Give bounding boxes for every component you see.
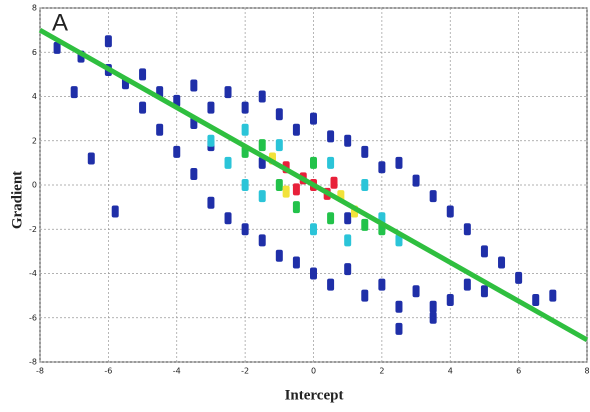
point xyxy=(207,101,215,114)
point xyxy=(310,156,317,169)
x-tick-label: -2 xyxy=(241,367,249,376)
point xyxy=(480,285,488,298)
point xyxy=(395,300,403,313)
point xyxy=(395,156,403,169)
point xyxy=(344,263,352,276)
y-tick-label: -4 xyxy=(29,269,37,278)
point xyxy=(224,156,232,169)
point xyxy=(378,278,386,291)
point xyxy=(275,249,283,262)
point xyxy=(412,174,420,187)
point xyxy=(515,271,523,284)
point xyxy=(327,278,335,291)
point xyxy=(532,294,540,307)
point xyxy=(344,134,352,147)
point xyxy=(446,294,454,307)
point xyxy=(275,108,283,121)
x-tick-label: 0 xyxy=(311,367,316,376)
panel-label: A xyxy=(52,9,68,36)
point xyxy=(241,179,249,191)
point xyxy=(344,234,352,247)
point xyxy=(327,156,335,169)
point xyxy=(395,234,403,247)
point xyxy=(207,196,215,209)
point xyxy=(429,190,437,203)
point xyxy=(429,311,437,324)
point xyxy=(111,205,119,218)
x-tick-label: 6 xyxy=(516,367,521,376)
y-tick-label: -8 xyxy=(29,358,37,367)
point xyxy=(241,101,249,114)
point xyxy=(361,289,369,302)
point xyxy=(327,212,335,225)
point xyxy=(190,167,198,180)
point xyxy=(190,79,198,92)
y-tick-label: 6 xyxy=(32,48,37,57)
point xyxy=(139,101,147,114)
point xyxy=(378,161,386,174)
point xyxy=(330,176,338,189)
point xyxy=(258,156,266,169)
x-tick-label: -6 xyxy=(104,367,112,376)
point xyxy=(292,183,300,196)
x-axis-label: Intercept xyxy=(285,387,344,403)
point xyxy=(258,90,266,103)
x-tick-label: 4 xyxy=(448,367,453,376)
point xyxy=(139,68,147,81)
point xyxy=(498,256,506,269)
point xyxy=(87,152,95,165)
point xyxy=(395,322,403,335)
point xyxy=(310,112,317,125)
point xyxy=(104,35,112,48)
point xyxy=(156,123,164,136)
point xyxy=(361,218,369,231)
y-tick-label: 0 xyxy=(32,181,37,190)
point xyxy=(207,134,215,147)
point xyxy=(480,245,488,258)
y-tick-label: -6 xyxy=(29,313,37,322)
point xyxy=(53,41,61,54)
point xyxy=(292,256,300,269)
point xyxy=(327,130,335,143)
y-tick-label: 4 xyxy=(32,92,37,101)
point xyxy=(241,123,249,136)
y-axis-label: Gradient xyxy=(9,171,25,229)
point xyxy=(292,201,300,214)
point xyxy=(173,145,181,158)
point xyxy=(310,267,317,280)
point xyxy=(258,234,266,247)
x-tick-label: -8 xyxy=(36,367,44,376)
point xyxy=(344,212,352,225)
point xyxy=(549,289,557,302)
y-tick-label: -2 xyxy=(29,225,37,234)
y-tick-label: 8 xyxy=(32,4,37,13)
fit-line xyxy=(38,27,589,343)
point xyxy=(429,300,437,313)
point xyxy=(412,285,420,298)
point xyxy=(258,139,266,152)
x-tick-label: 8 xyxy=(584,367,589,376)
point xyxy=(70,86,78,99)
point xyxy=(258,190,266,203)
point xyxy=(275,139,283,152)
y-tick-label: 2 xyxy=(32,136,37,145)
point xyxy=(292,123,300,136)
point xyxy=(361,179,369,191)
point xyxy=(224,86,232,99)
point xyxy=(446,205,454,218)
point xyxy=(224,212,232,225)
point xyxy=(463,223,471,236)
point xyxy=(241,223,249,236)
point xyxy=(310,223,317,236)
point xyxy=(275,179,283,191)
x-tick-label: 2 xyxy=(379,367,384,376)
point xyxy=(361,145,369,158)
point xyxy=(463,278,471,291)
x-tick-label: -4 xyxy=(173,367,181,376)
point xyxy=(282,185,290,198)
